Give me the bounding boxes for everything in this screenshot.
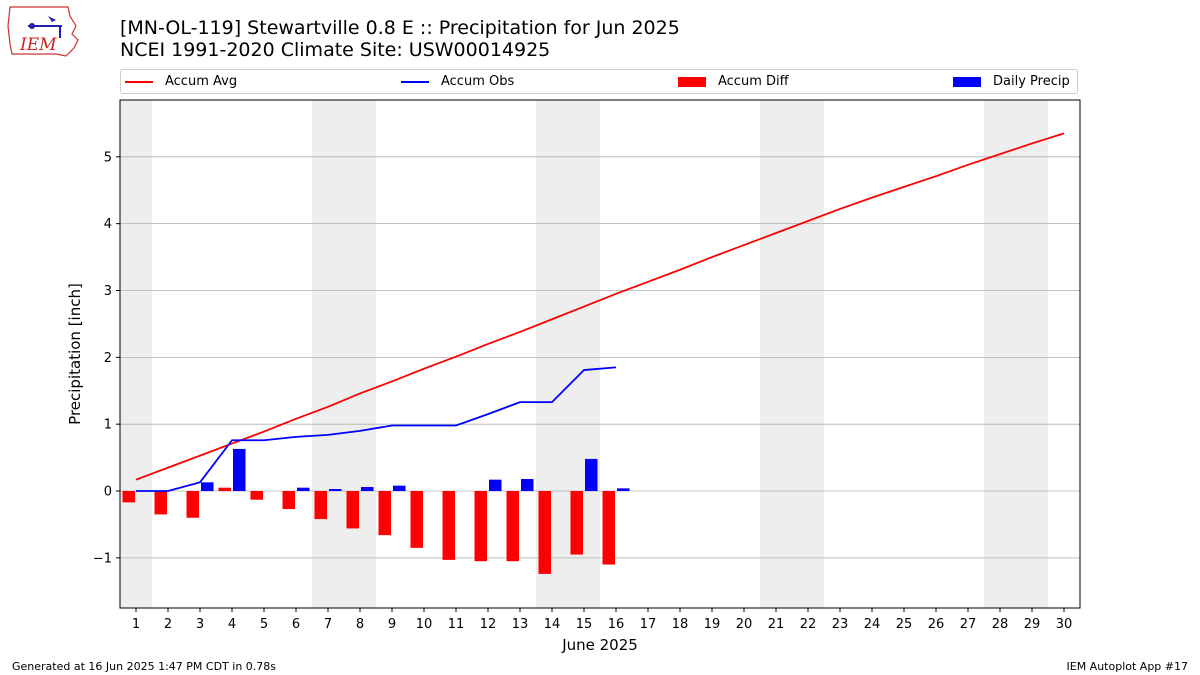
accum-diff-bar [186,491,199,518]
iem-logo-text: IEM [19,35,57,55]
legend-swatch-accum-avg [125,80,153,83]
daily-precip-bar [233,448,246,492]
y-tick-label: 3 [104,284,112,299]
accum-diff-bar [442,491,455,560]
weekend-band [792,100,824,608]
x-tick-label: 9 [388,617,396,632]
app-credit: IEM Autoplot App #17 [1066,660,1189,673]
daily-precip-bar [329,489,342,492]
weekend-band [984,100,1016,608]
chart-title-line1: [MN-OL-119] Stewartville 0.8 E :: Precip… [120,17,680,39]
y-tick-label: −1 [93,551,112,566]
accum-diff-bar [378,491,391,536]
x-tick-label: 26 [928,617,945,632]
x-tick-label: 28 [992,617,1009,632]
accum-diff-bar [570,491,583,555]
legend: Accum Avg Accum Obs Accum Diff Daily Pre… [120,69,1078,94]
weekend-band [1016,100,1048,608]
legend-label-accum-diff: Accum Diff [718,74,789,89]
accum-diff-bar [410,491,423,548]
accum-diff-bar [282,491,295,510]
weekend-band [120,100,152,608]
legend-swatch-accum-diff [678,76,706,87]
x-tick-label: 30 [1056,617,1073,632]
legend-item-daily-precip: Daily Precip [953,74,1070,89]
x-tick-label: 18 [672,617,689,632]
weekend-band [344,100,376,608]
weekend-band [312,100,344,608]
x-tick-label: 14 [544,617,561,632]
accum-diff-bar [602,491,615,565]
chart-title: [MN-OL-119] Stewartville 0.8 E :: Precip… [120,17,680,61]
legend-item-accum-diff: Accum Diff [678,74,789,89]
accum-diff-bar [538,491,551,574]
daily-precip-bar [521,478,534,492]
accum-diff-bar [122,491,135,503]
daily-precip-bar [585,458,598,492]
accum-diff-bar [346,491,359,529]
daily-precip-bar [297,487,310,492]
x-tick-label: 10 [416,617,433,632]
accum-avg-line [135,132,1065,481]
accum-obs-line [136,366,617,492]
legend-label-daily-precip: Daily Precip [993,74,1070,89]
x-tick-label: 17 [640,617,657,632]
legend-item-accum-obs: Accum Obs [401,74,514,89]
y-tick-label: 5 [104,150,112,165]
x-tick-label: 4 [228,617,236,632]
x-tick-label: 19 [704,617,721,632]
x-tick-label: 8 [356,617,364,632]
x-tick-label: 24 [864,617,881,632]
y-tick-label: 4 [104,217,112,232]
legend-swatch-daily-precip [953,76,981,87]
x-tick-label: 27 [960,617,977,632]
x-tick-label: 2 [164,617,172,632]
accum-diff-bar [154,491,167,515]
x-tick-label: 21 [768,617,785,632]
x-tick-label: 22 [800,617,817,632]
accum-diff-bar [506,491,519,562]
legend-item-accum-avg: Accum Avg [125,74,237,89]
y-tick-label: 1 [104,418,112,433]
x-tick-label: 23 [832,617,849,632]
x-tick-label: 12 [480,617,497,632]
y-tick-label: 0 [104,485,112,500]
x-tick-label: 25 [896,617,913,632]
x-axis-label: June 2025 [561,636,638,654]
x-tick-label: 5 [260,617,268,632]
x-tick-label: 1 [132,617,140,632]
chart-title-line2: NCEI 1991-2020 Climate Site: USW00014925 [120,39,551,61]
daily-precip-bar [617,488,630,492]
x-tick-label: 6 [292,617,300,632]
legend-label-accum-obs: Accum Obs [441,74,515,89]
legend-swatch-accum-obs [401,80,429,83]
plot-frame [119,99,1081,609]
accum-diff-bar [474,491,487,562]
x-tick-label: 29 [1024,617,1041,632]
accum-diff-bar [218,487,231,492]
daily-precip-bar [201,482,214,492]
weekend-band [760,100,792,608]
x-tick-label: 20 [736,617,753,632]
x-tick-label: 7 [324,617,332,632]
accum-diff-bar [250,491,263,500]
x-tick-label: 3 [196,617,204,632]
y-tick-label: 2 [104,351,112,366]
daily-precip-bar [489,479,502,492]
x-tick-label: 11 [448,617,465,632]
x-tick-label: 13 [512,617,529,632]
iem-logo: IEM [7,6,79,57]
accum-diff-bar [314,491,327,520]
x-tick-label: 15 [576,617,593,632]
y-axis-label: Precipitation [inch] [66,283,84,425]
generated-timestamp: Generated at 16 Jun 2025 1:47 PM CDT in … [12,660,277,673]
daily-precip-bar [393,485,406,492]
legend-label-accum-avg: Accum Avg [165,74,238,89]
x-tick-label: 16 [608,617,625,632]
daily-precip-bar [361,487,374,492]
